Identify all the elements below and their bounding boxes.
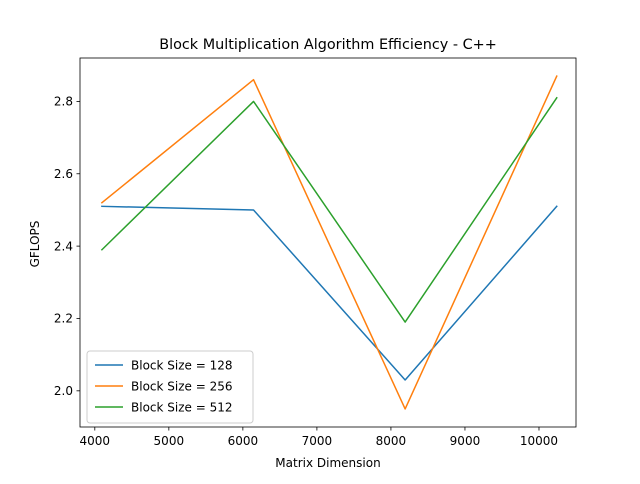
x-axis-label: Matrix Dimension [275,456,380,470]
x-tick-label: 7000 [302,434,333,448]
x-tick-label: 4000 [80,434,111,448]
legend: Block Size = 128 Block Size = 256 Block Si… [86,350,254,424]
plot-area [100,75,558,410]
legend-label-1: Block Size = 128 [131,359,233,373]
x-tick-label: 9000 [450,434,481,448]
series-line-1 [101,205,558,381]
legend-box [86,350,254,424]
x-tick-label: 6000 [228,434,259,448]
axes: 4000 5000 6000 7000 8000 9000 10000 2.0 2.2 2.4 2.… [54,57,577,448]
y-tick-label: 2.8 [54,95,73,109]
y-tick-label: 2.2 [54,312,73,326]
series-line-2 [100,75,558,410]
series-line-3 [100,96,558,323]
y-tick-label: 2.4 [54,239,73,253]
axes-frame [79,57,577,428]
chart-title: Block Multiplication Algorithm Efficienc… [159,37,497,53]
y-tick-label: 2.0 [54,384,73,398]
x-tick-label: 5000 [154,434,185,448]
x-tick-label: 10000 [520,434,558,448]
y-axis-label: GFLOPS [28,221,42,268]
y-tick-label: 2.6 [54,167,73,181]
legend-label-2: Block Size = 256 [131,380,233,394]
legend-label-3: Block Size = 512 [131,401,233,415]
x-tick-label: 8000 [376,434,407,448]
